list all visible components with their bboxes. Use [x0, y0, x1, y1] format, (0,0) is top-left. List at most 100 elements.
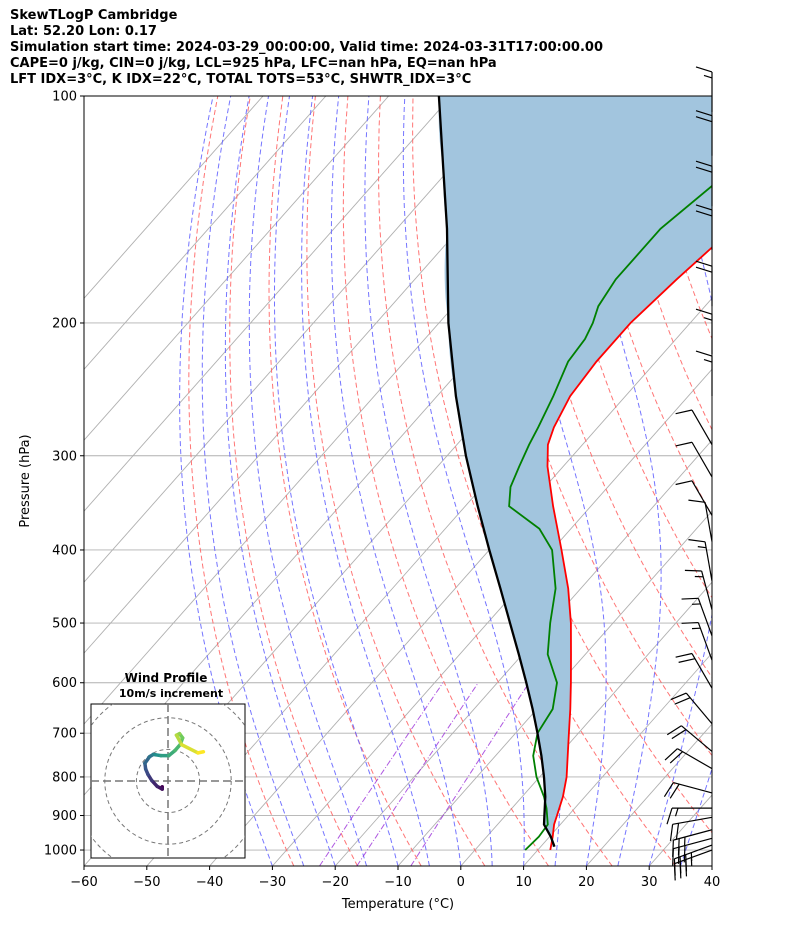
isotherm-line — [84, 96, 389, 441]
barb-flag — [666, 807, 673, 825]
barb-half-flag — [703, 74, 713, 79]
y-tick-label: 500 — [52, 617, 77, 632]
barb-flag — [685, 854, 688, 872]
moist-adiabat-line — [179, 96, 273, 866]
barb-half-flag — [674, 807, 679, 817]
barb-staff — [672, 816, 713, 825]
x-tick-label: −30 — [259, 875, 286, 890]
dry-adiabat-line — [378, 96, 613, 866]
moist-adiabat-line — [680, 767, 712, 866]
dry-adiabat-line — [771, 96, 794, 866]
dry-adiabat-line — [542, 96, 712, 599]
isotherm-line — [775, 96, 794, 866]
isotherm-line — [586, 723, 712, 866]
dry-adiabat-line — [188, 96, 295, 866]
barb-flag — [695, 266, 713, 273]
x-tick-label: −50 — [133, 875, 160, 890]
profiles — [437, 96, 712, 851]
y-tick-label: 600 — [52, 676, 77, 691]
moist-adiabat-line — [274, 96, 399, 866]
barb-staff — [691, 409, 713, 445]
dry-adiabat-line — [445, 96, 712, 834]
barb-flag — [669, 824, 674, 841]
hodograph-segment — [196, 749, 206, 755]
barb-flag — [695, 166, 713, 173]
barb-staff — [691, 653, 713, 689]
mixing-ratio-line — [319, 682, 444, 866]
barb-flag — [688, 539, 706, 543]
barb-flag — [663, 782, 674, 798]
indices-text: LFT IDX=3°C, K IDX=22°C, TOTAL TOTS=53°C… — [10, 72, 472, 87]
shaded-area — [438, 96, 712, 847]
mixing-ratio-line — [356, 682, 479, 866]
barb-staff — [680, 725, 713, 752]
x-tick-label: 10 — [515, 875, 532, 890]
x-tick-label: 20 — [578, 875, 595, 890]
barb-staff — [673, 781, 713, 794]
barb-flag — [684, 569, 702, 572]
y-tick-label: 800 — [52, 770, 77, 785]
dry-adiabat-line — [229, 96, 358, 866]
barb-staff — [674, 844, 713, 860]
barb-flag — [671, 729, 687, 740]
barb-staff — [691, 441, 713, 478]
barb-staff — [697, 598, 713, 637]
barb-flag — [695, 260, 713, 267]
y-tick-label: 400 — [52, 543, 77, 558]
hodograph-segment — [174, 733, 184, 747]
x-tick-label: −60 — [70, 875, 97, 890]
barb-flag — [672, 840, 674, 857]
barb-flag — [675, 409, 693, 415]
dry-adiabat-line — [607, 96, 712, 431]
hodograph-title: Wind Profile — [125, 671, 208, 685]
barb-flag — [675, 441, 693, 447]
barb-half-flag — [703, 358, 713, 363]
barb-staff — [697, 622, 713, 661]
barb-staff — [704, 502, 713, 542]
barb-flag — [695, 210, 713, 217]
x-tick-label: 0 — [457, 875, 465, 890]
barb-flag — [679, 856, 682, 874]
wind-barbs — [663, 66, 713, 881]
y-tick-label: 300 — [52, 449, 77, 464]
barb-flag — [675, 652, 693, 658]
barb-staff — [685, 692, 713, 725]
barb-flag — [669, 783, 680, 799]
cin-cape-shading — [438, 96, 712, 847]
barb-staff — [701, 570, 713, 610]
moist-adiabat-line — [330, 96, 462, 866]
barb-flag — [683, 845, 686, 863]
hodograph: Wind Profile 10m/s increment — [90, 671, 246, 859]
y-tick-label: 700 — [52, 727, 77, 742]
moist-adiabat-line — [572, 96, 662, 866]
barb-flag — [695, 204, 713, 211]
barb-staff — [704, 541, 713, 582]
dry-adiabat-line — [738, 96, 794, 866]
moist-adiabat-line — [301, 96, 430, 866]
isotherm-line — [272, 368, 712, 866]
mixing-ratio-line — [410, 682, 530, 866]
dewpoint-line — [508, 184, 712, 851]
y-tick-label: 100 — [52, 90, 77, 105]
y-axis-label: Pressure (hPa) — [18, 434, 33, 527]
barb-flag — [695, 116, 713, 123]
barb-flag — [677, 838, 680, 856]
barb-half-flag — [697, 546, 707, 549]
isotherm-line — [84, 96, 264, 299]
parcel-path-line — [437, 96, 556, 848]
hodograph-subtitle: 10m/s increment — [119, 687, 223, 700]
barb-flag — [670, 692, 687, 701]
x-tick-label: −40 — [196, 875, 223, 890]
barb-flag — [673, 858, 676, 876]
barb-flag — [695, 160, 713, 167]
barb-half-flag — [703, 317, 713, 321]
hodograph-segment — [180, 743, 200, 755]
isotherm-line — [84, 96, 327, 370]
x-tick-label: 40 — [704, 875, 721, 890]
y-tick-label: 900 — [52, 809, 77, 824]
barb-flag — [695, 66, 713, 73]
x-tick-label: −10 — [384, 875, 411, 890]
dry-adiabat-line — [268, 96, 422, 866]
